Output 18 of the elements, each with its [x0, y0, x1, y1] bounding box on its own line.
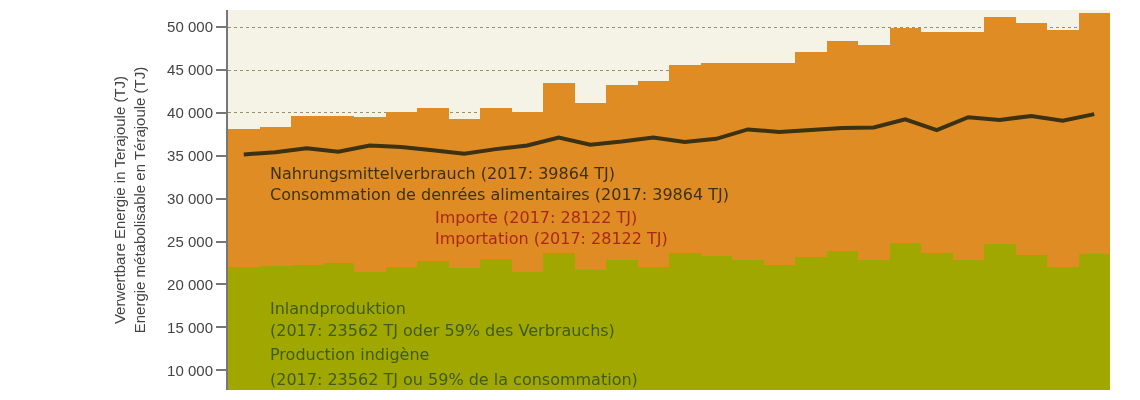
y-tick-label: 35 000 — [167, 147, 213, 165]
y-tick-label: 25 000 — [167, 232, 213, 250]
y-tick-label: 15 000 — [167, 318, 213, 336]
y-tick-label: 45 000 — [167, 61, 213, 79]
annotation: Production indigène — [270, 345, 430, 364]
annotation: Inlandproduktion — [270, 299, 406, 318]
y-tick-label: 10 000 — [167, 361, 213, 379]
annotation: Consommation de denrées alimentaires (2017: 39864 TJ) — [270, 185, 729, 204]
y-axis-title: Verwertbare Energie in Terajoule (TJ) Energie métabolisable en Térajoule (TJ) — [111, 66, 148, 334]
annotation: (2017: 23562 TJ oder 59% des Verbrauchs) — [270, 321, 615, 340]
y-tick-label: 50 000 — [167, 18, 213, 36]
y-tick-label: 40 000 — [167, 104, 213, 122]
annotation: (2017: 23562 TJ ou 59% de la consommation) — [270, 370, 638, 389]
y-tick-label: 30 000 — [167, 189, 213, 207]
y-tick-label: 20 000 — [167, 275, 213, 293]
annotation: Nahrungsmittelverbrauch (2017: 39864 TJ) — [270, 164, 615, 183]
annotation: Importe (2017: 28122 TJ) — [435, 208, 638, 227]
annotation: Importation (2017: 28122 TJ) — [435, 229, 668, 248]
